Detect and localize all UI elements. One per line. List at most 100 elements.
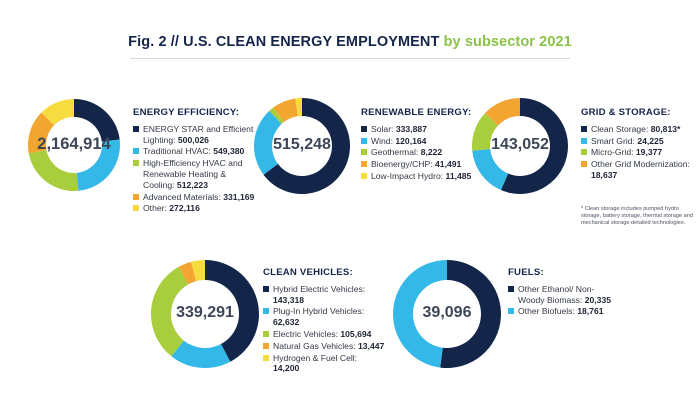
legend-item-other-ethanol-non-woody-biomass: Other Ethanol/ Non-Woody Biomass: 20,335 — [508, 284, 612, 306]
legend-item-plug-in-hybrid-vehicles: Plug-In Hybrid Vehicles: 62,632 — [263, 306, 385, 328]
slice-traditional-hvac — [76, 139, 120, 191]
legend-label: Clean Storage: — [591, 123, 651, 134]
donut-total-label: 143,052 — [491, 136, 549, 154]
legend-item-natural-gas-vehicles: Natural Gas Vehicles: 13,447 — [263, 341, 385, 352]
legend-value: 512,223 — [176, 179, 208, 190]
clean-storage-footnote: * Clean storage includes pumped hydro st… — [581, 206, 693, 227]
legend-value: 549,380 — [213, 146, 245, 157]
legend-label: ENERGY STAR and Efficient Lighting: — [143, 123, 254, 145]
slice-clean-storage — [500, 98, 568, 194]
legend-clean-vehicles: CLEAN VEHICLES: Hybrid Electric Vehicles… — [263, 267, 385, 375]
legend-item-hydrogen-fuel-cell: Hydrogen & Fuel Cell: 14,200 — [263, 353, 385, 375]
slice-other-biofuels — [393, 260, 447, 368]
slice-other-grid-modernization — [484, 98, 520, 126]
legend-value: 105,694 — [340, 328, 372, 339]
legend-title: RENEWABLE ENERGY: — [361, 107, 472, 118]
legend-swatch — [133, 125, 139, 132]
legend-swatch — [581, 125, 587, 132]
slice-geothermal — [269, 107, 284, 124]
legend-item-smart-grid: Smart Grid: 24,225 — [581, 136, 691, 147]
donut-svg — [393, 260, 501, 368]
legend-item-high-efficiency-hvac-and-renewable-heating-cooling: High-Efficiency HVAC and Renewable Heati… — [133, 158, 259, 190]
legend-swatch — [361, 149, 367, 156]
legend-item-other-grid-modernization: Other Grid Modernization: 18,637 — [581, 159, 691, 181]
legend-value: 20,335 — [584, 294, 612, 305]
legend-value: 80,813* — [650, 123, 681, 134]
legend-label: Micro-Grid: — [591, 147, 636, 158]
legend-title: ENERGY EFFICIENCY: — [133, 107, 240, 118]
legend-value: 272,116 — [169, 203, 200, 214]
legend-item-low-impact-hydro: Low-Impact Hydro: 11,485 — [361, 171, 483, 182]
legend-item-bioenergy-chp: Bioenergy/CHP: 41,491 — [361, 159, 483, 170]
figure-title: Fig. 2 // U.S. CLEAN ENERGY EMPLOYMENT b… — [0, 34, 700, 50]
donut-svg — [254, 98, 350, 194]
slice-natural-gas-vehicles — [178, 261, 197, 285]
legend-item-other: Other: 272,116 — [133, 203, 259, 214]
legend-swatch — [581, 137, 587, 144]
legend-title: CLEAN VEHICLES: — [263, 267, 353, 278]
slice-wind — [254, 110, 282, 175]
legend-title: GRID & STORAGE: — [581, 107, 671, 118]
donut-svg — [27, 99, 120, 191]
legend-swatch — [508, 308, 514, 315]
figure-title-subsector: by subsector 2021 — [443, 34, 572, 50]
legend-value: 331,169 — [223, 191, 255, 202]
legend-label: Wind: — [371, 135, 396, 146]
legend-label: High-Efficiency HVAC and Renewable Heati… — [143, 158, 243, 190]
slice-electric-vehicles — [151, 266, 189, 357]
donut-clean-vehicles: 339,291 — [151, 260, 259, 368]
legend-item-solar: Solar: 333,887 — [361, 124, 483, 135]
donut-total-label: 2,164,914 — [37, 134, 111, 153]
slice-bioenergy-chp — [273, 98, 298, 123]
legend-swatch — [361, 137, 367, 144]
legend-label: Natural Gas Vehicles: — [273, 340, 359, 351]
legend-swatch — [263, 330, 269, 337]
legend-label: Hybrid Electric Vehicles: — [273, 283, 366, 294]
donut-grid-storage: 143,052 — [472, 98, 568, 194]
donut-renewable-energy: 515,248 — [254, 98, 350, 194]
donut-energy-efficiency: 2,164,914 — [27, 99, 120, 191]
legend-label: Traditional HVAC: — [143, 146, 214, 157]
slice-hybrid-electric-vehicles — [205, 260, 259, 362]
legend-value: 120,164 — [395, 135, 427, 146]
title-divider — [130, 58, 570, 59]
legend-value: 41,491 — [435, 159, 462, 170]
legend-value: 18,761 — [577, 306, 604, 317]
legend-label: Plug-In Hybrid Vehicles: — [273, 306, 365, 317]
legend-label: Other Biofuels: — [518, 306, 578, 317]
slice-high-efficiency-hvac-and-renewable-heating-cooling — [28, 150, 79, 191]
legend-item-advanced-materials: Advanced Materials: 331,169 — [133, 192, 259, 203]
legend-value: 143,318 — [273, 294, 305, 305]
donut-svg — [472, 98, 568, 194]
slice-smart-grid — [472, 148, 509, 191]
legend-swatch — [361, 172, 367, 179]
legend-value: 14,200 — [273, 363, 300, 374]
legend-value: 500,026 — [177, 134, 209, 145]
legend-swatch — [361, 125, 367, 132]
legend-label: Low-Impact Hydro: — [371, 170, 446, 181]
legend-item-other-biofuels: Other Biofuels: 18,761 — [508, 306, 612, 317]
legend-item-clean-storage: Clean Storage: 80,813* — [581, 124, 691, 135]
slice-solar — [263, 98, 350, 194]
legend-swatch — [133, 205, 139, 212]
slice-hydrogen-fuel-cell — [190, 260, 205, 282]
legend-label: Other: — [143, 203, 170, 214]
legend-renewable-energy: RENEWABLE ENERGY: Solar: 333,887 Wind: 12… — [361, 107, 483, 183]
legend-item-micro-grid: Micro-Grid: 19,377 — [581, 147, 691, 158]
legend-label: Other Grid Modernization: — [591, 159, 690, 170]
figure-title-main: Fig. 2 // U.S. CLEAN ENERGY EMPLOYMENT — [128, 34, 440, 50]
legend-swatch — [508, 285, 514, 292]
legend-value: 18,637 — [591, 169, 618, 180]
legend-swatch — [581, 149, 587, 156]
legend-label: Other Ethanol/ Non-Woody Biomass: — [518, 283, 595, 305]
legend-value: 13,447 — [358, 340, 385, 351]
legend-swatch — [263, 354, 269, 361]
donut-svg — [151, 260, 259, 368]
legend-label: Hydrogen & Fuel Cell: — [273, 352, 358, 363]
legend-swatch — [263, 342, 269, 349]
slice-other — [41, 99, 74, 126]
legend-item-traditional-hvac: Traditional HVAC: 549,380 — [133, 146, 259, 157]
legend-swatch — [133, 193, 139, 200]
legend-label: Smart Grid: — [591, 135, 638, 146]
legend-item-electric-vehicles: Electric Vehicles: 105,694 — [263, 329, 385, 340]
